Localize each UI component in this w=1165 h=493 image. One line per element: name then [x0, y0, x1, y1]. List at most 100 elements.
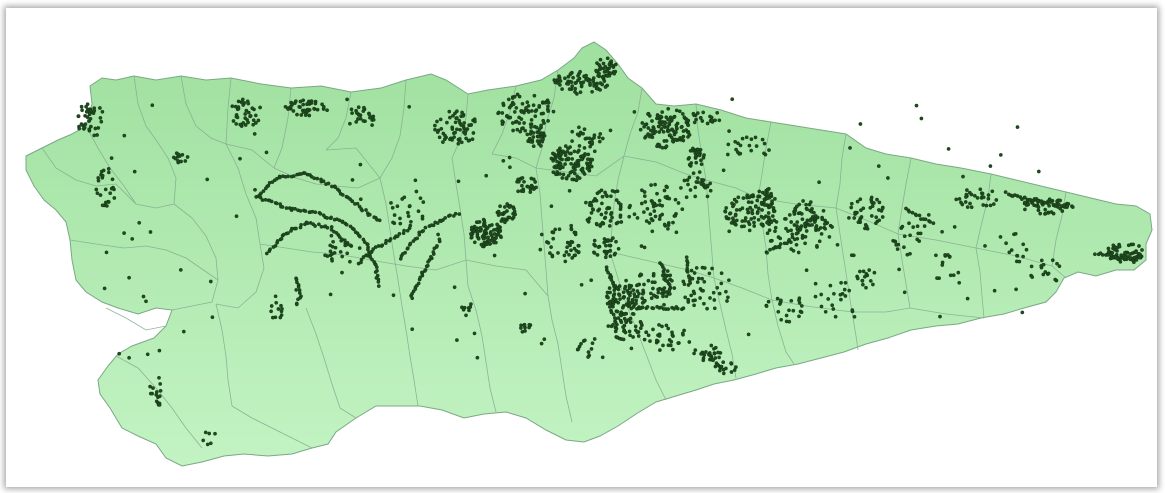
data-point [173, 156, 178, 161]
data-point [594, 83, 599, 87]
data-point [660, 145, 665, 150]
data-point [492, 253, 497, 258]
data-point [398, 221, 403, 226]
data-point [954, 197, 959, 202]
data-point [590, 89, 594, 94]
data-point [619, 220, 624, 224]
data-point [611, 293, 616, 298]
data-point [681, 129, 686, 133]
data-point [876, 164, 881, 168]
data-point [624, 278, 628, 283]
data-point [268, 247, 272, 252]
data-point [946, 253, 950, 257]
data-point [539, 123, 543, 128]
data-point [296, 284, 301, 289]
data-point [1132, 255, 1137, 260]
data-point [627, 283, 632, 288]
data-point [578, 90, 583, 95]
data-point [586, 152, 591, 157]
data-point [563, 162, 567, 166]
data-point [765, 250, 769, 255]
data-point [420, 214, 425, 219]
data-point [260, 198, 265, 202]
data-point [562, 253, 567, 258]
data-point [602, 79, 607, 83]
data-point [344, 242, 349, 247]
data-point [644, 330, 648, 335]
data-point [664, 144, 669, 149]
data-point [642, 190, 647, 194]
data-point [376, 280, 381, 284]
data-point [589, 164, 594, 169]
data-point [546, 109, 551, 113]
data-point [234, 122, 239, 126]
data-point [605, 301, 610, 306]
data-point [560, 87, 564, 91]
data-point [592, 238, 597, 243]
data-point [598, 88, 602, 92]
data-point [952, 225, 957, 229]
data-point [340, 254, 345, 259]
data-point [531, 144, 536, 149]
data-point [466, 138, 471, 143]
data-point [380, 243, 385, 248]
data-point [441, 140, 445, 144]
data-point [122, 231, 126, 235]
data-point [578, 69, 582, 74]
data-point [110, 177, 115, 182]
data-point [813, 281, 818, 286]
data-point [612, 71, 617, 76]
data-point [487, 238, 491, 243]
data-point [813, 294, 818, 299]
data-point [664, 323, 669, 328]
data-point [122, 133, 127, 138]
data-point [602, 70, 607, 74]
data-point [510, 96, 515, 100]
data-point [435, 221, 440, 225]
data-point [103, 187, 108, 192]
data-point [868, 205, 873, 210]
data-point [358, 162, 363, 167]
asturias-map [25, 41, 1153, 467]
data-point [522, 323, 527, 328]
data-point [674, 230, 679, 235]
data-point [494, 240, 498, 245]
data-point [613, 62, 618, 67]
data-point [390, 205, 395, 210]
data-point [804, 202, 808, 207]
data-point [734, 208, 739, 212]
data-point [395, 204, 400, 209]
data-point [425, 263, 430, 268]
data-point [1035, 199, 1040, 203]
data-point [269, 304, 274, 308]
data-point [705, 183, 710, 188]
data-point [1041, 262, 1046, 267]
data-point [915, 224, 920, 229]
data-point [803, 241, 807, 246]
data-point [603, 255, 608, 260]
data-point [274, 201, 279, 206]
data-point [85, 109, 89, 114]
data-point [664, 294, 669, 299]
data-point [100, 109, 105, 114]
data-point [604, 210, 608, 215]
data-point [859, 208, 863, 213]
data-point [674, 130, 678, 135]
data-point [839, 297, 843, 302]
data-point [646, 333, 651, 338]
data-point [85, 102, 90, 107]
data-point [749, 148, 754, 153]
data-point [92, 106, 97, 111]
data-point [567, 252, 571, 257]
data-point [183, 159, 188, 163]
data-point [766, 187, 770, 192]
data-point [406, 210, 410, 215]
data-point [812, 220, 817, 224]
data-point [597, 67, 602, 72]
data-point [661, 271, 666, 276]
data-point [1118, 259, 1123, 264]
data-point [730, 97, 735, 102]
data-point [670, 118, 674, 122]
data-point [238, 156, 242, 161]
data-point [546, 241, 551, 245]
